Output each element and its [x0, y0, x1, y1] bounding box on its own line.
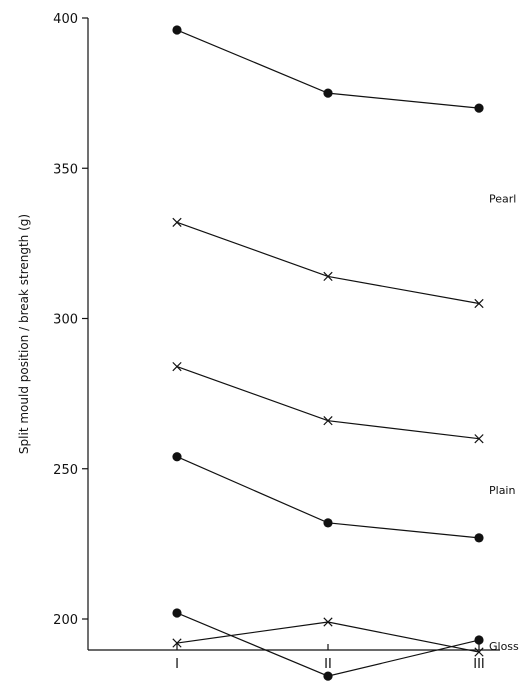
y-tick-label: 250 [53, 463, 78, 478]
data-point [474, 533, 484, 543]
series-1 [172, 217, 484, 309]
data-point [323, 671, 333, 681]
series-2 [172, 361, 484, 444]
data-point [474, 647, 484, 657]
data-point [172, 638, 182, 648]
group-label: Pearl [489, 192, 516, 205]
x-tick-label: II [324, 657, 332, 672]
series-0 [172, 25, 484, 113]
data-point [323, 518, 333, 528]
y-tick-label: 300 [53, 313, 78, 328]
data-point [474, 298, 484, 309]
y-tick-label: 400 [53, 12, 78, 27]
data-point [474, 103, 484, 113]
group-labels: Pearl Plain Gloss [489, 192, 519, 653]
data-point [172, 452, 182, 462]
data-point [172, 361, 182, 372]
series-3 [172, 452, 484, 543]
series-4 [172, 608, 484, 681]
data-point [323, 88, 333, 98]
data-point [172, 25, 182, 35]
y-axis-label: Split mould position / break strength (g… [17, 214, 31, 454]
data-point [323, 416, 333, 426]
series-layer [172, 25, 484, 681]
y-ticks: 400 350 300 250 200 [53, 12, 88, 628]
y-tick-label: 350 [53, 162, 78, 177]
series-5 [172, 617, 484, 657]
data-point [474, 434, 484, 444]
data-point [172, 217, 182, 227]
data-point [323, 617, 333, 627]
series-line [176, 366, 480, 440]
y-tick-label: 200 [53, 613, 78, 628]
data-point [172, 608, 182, 618]
group-label: Plain [489, 484, 515, 497]
data-point [323, 271, 333, 282]
series-line [176, 221, 480, 305]
x-tick-label: III [473, 657, 485, 672]
x-ticks: I II III [175, 644, 485, 672]
data-point [474, 635, 484, 645]
x-tick-label: I [175, 657, 179, 672]
group-label: Gloss [489, 640, 519, 653]
